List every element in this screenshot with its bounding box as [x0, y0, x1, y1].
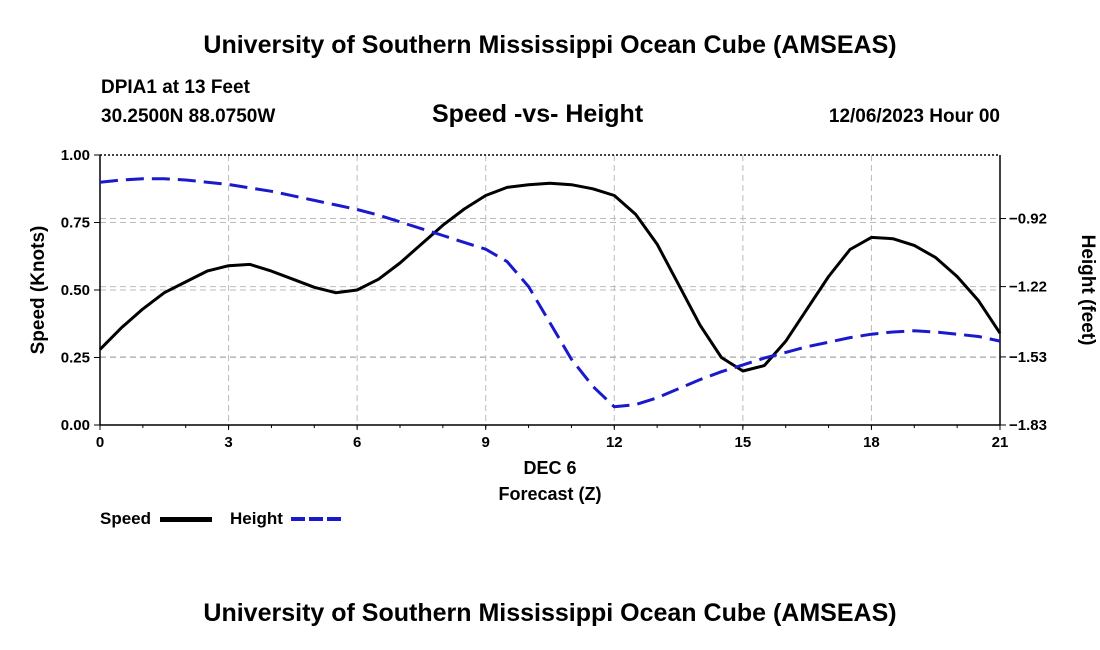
- legend-speed-swatch: [160, 517, 212, 522]
- y2-tick-label: −1.22: [1009, 279, 1047, 296]
- chart-subtitle: Speed -vs- Height: [432, 100, 644, 128]
- x-tick-label: 6: [353, 434, 361, 451]
- y-tick-label: 1.00: [61, 147, 90, 164]
- y-tick-label: 0.50: [61, 282, 90, 299]
- x-axis-title: Forecast (Z): [498, 484, 601, 504]
- y2-tick-label: −1.83: [1009, 417, 1047, 434]
- x-axis-date-label: DEC 6: [523, 458, 576, 478]
- y2-tick-label: −0.92: [1009, 211, 1047, 228]
- series-layer: [98, 177, 1002, 409]
- x-tick-label: 12: [606, 434, 623, 451]
- y-tick-label: 0.25: [61, 350, 90, 367]
- chart-title: University of Southern Mississippi Ocean…: [203, 31, 897, 59]
- y2-tick-label: −1.53: [1009, 349, 1047, 366]
- station-label: DPIA1 at 13 Feet: [101, 77, 250, 98]
- y-tick-label: 0.75: [61, 215, 90, 232]
- y-axis-title: Speed (Knots): [28, 226, 49, 355]
- legend-height-label: Height: [230, 509, 283, 528]
- x-tick-label: 21: [992, 434, 1009, 451]
- legend-speed-label: Speed: [100, 509, 152, 528]
- x-tick-label: 9: [482, 434, 490, 451]
- datetime-label: 12/06/2023 Hour 00: [828, 106, 1000, 127]
- y-tick-label: 0.00: [61, 417, 90, 434]
- x-tick-label: 0: [96, 434, 104, 451]
- legend-height-swatch: [291, 517, 342, 521]
- axes-layer: 0 3 6 9 12 15 18 21 0.00 0.25 0.50 0.75 1.00 −0.92 −1.…: [61, 147, 1047, 451]
- x-tick-label: 3: [224, 434, 232, 451]
- x-tick-label: 18: [863, 434, 880, 451]
- y2-axis-title: Height (feet): [1077, 235, 1098, 346]
- chart-area: 0 3 6 9 12 15 18 21 0.00 0.25 0.50 0.75 1.00 −0.92 −1.…: [28, 147, 1098, 504]
- grid-layer: [100, 155, 1000, 426]
- legend: Speed: [100, 509, 151, 529]
- speed-series-line: [98, 181, 1002, 373]
- legend-height-entry: Height: [230, 509, 283, 529]
- x-tick-label: 15: [735, 434, 752, 451]
- height-series-line: [99, 177, 1001, 409]
- coordinates-label: 30.2500N 88.0750W: [101, 106, 276, 127]
- footer-title: University of Southern Mississippi Ocean…: [203, 599, 897, 627]
